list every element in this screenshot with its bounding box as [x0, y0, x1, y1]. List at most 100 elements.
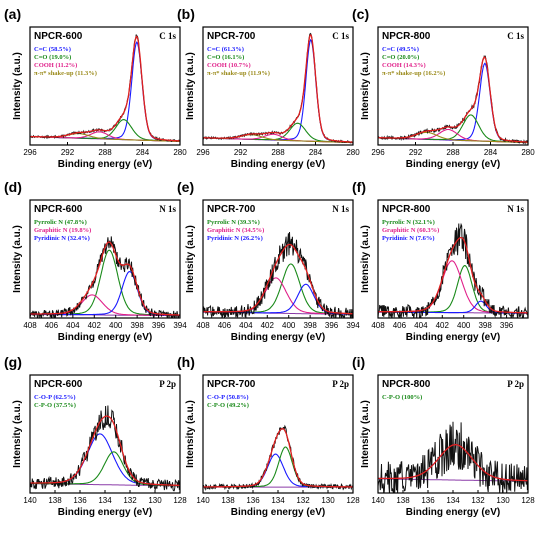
sample-name: NPCR-700 — [207, 204, 256, 215]
x-tick-label: 128 — [521, 496, 535, 505]
x-tick-label: 288 — [446, 148, 460, 157]
fit-envelope — [203, 243, 353, 315]
background-line — [378, 478, 528, 482]
core-level-label: C 1s — [159, 31, 176, 41]
component-peak-3 — [30, 271, 180, 316]
x-tick-label: 296 — [23, 148, 37, 157]
fit-envelope — [30, 241, 180, 316]
x-tick-label: 136 — [421, 496, 435, 505]
component-peak-1 — [378, 265, 528, 314]
plot-area — [203, 424, 353, 492]
legend-entry: Graphitic N (34.5%) — [207, 227, 264, 234]
raw-spectrum — [203, 424, 353, 492]
x-tick-label: 396 — [152, 321, 166, 330]
raw-spectrum — [30, 405, 180, 492]
legend-entry: C-P-O (49.2%) — [207, 402, 249, 409]
x-tick-label: 280 — [173, 148, 187, 157]
y-axis-label: Intensity (a.u.) — [12, 400, 23, 468]
plot-frame — [202, 26, 354, 146]
sample-name: NPCR-800 — [382, 204, 431, 215]
legend-entry: C=C (61.3%) — [207, 46, 244, 53]
x-tick-label: 402 — [88, 321, 102, 330]
x-tick-label: 284 — [136, 148, 150, 157]
x-tick-label: 404 — [66, 321, 80, 330]
x-axis-label: Binding energy (eV) — [406, 159, 500, 170]
panel-label: (f) — [352, 179, 366, 195]
legend-entry: Pyridinic N (7.6%) — [382, 235, 435, 242]
legend-entry: COOH (14.3%) — [382, 62, 426, 69]
legend-entry: COOH (11.2%) — [34, 62, 77, 69]
x-tick-label: 134 — [98, 496, 112, 505]
x-tick-label: 396 — [325, 321, 339, 330]
sample-name: NPCR-700 — [207, 31, 256, 42]
y-axis-label: Intensity (a.u.) — [12, 225, 23, 293]
x-tick-label: 400 — [457, 321, 471, 330]
panel-a: (a) 296 292 288 284 280 Binding energy (eV) Int… — [4, 6, 187, 170]
sample-name: NPCR-700 — [207, 379, 256, 390]
plot-area — [30, 34, 180, 142]
sample-name: NPCR-600 — [34, 204, 83, 215]
legend-entry: π-π* shake-up (11.3%) — [34, 70, 97, 77]
x-tick-label: 288 — [271, 148, 285, 157]
x-tick-label: 408 — [371, 321, 385, 330]
x-tick-label: 406 — [218, 321, 232, 330]
component-peak-1 — [203, 263, 353, 315]
x-tick-label: 140 — [196, 496, 210, 505]
panel-label: (h) — [177, 354, 195, 370]
x-axis-label: Binding energy (eV) — [231, 507, 325, 518]
x-tick-label: 408 — [23, 321, 37, 330]
raw-spectrum — [378, 421, 528, 493]
core-level-label: N 1s — [332, 204, 349, 214]
sample-name: NPCR-600 — [34, 379, 83, 390]
legend-entry: π-π* shake-up (16.2%) — [382, 70, 445, 77]
legend-entry: C=C (58.5%) — [34, 46, 71, 53]
panel-g: (g) 140 138 136 134 132 130 128 Binding energy (… — [4, 354, 187, 518]
x-axis-label: Binding energy (eV) — [231, 332, 325, 343]
x-tick-label: 280 — [521, 148, 535, 157]
legend-entry: Pyridinic N (26.2%) — [207, 235, 263, 242]
x-tick-label: 292 — [409, 148, 423, 157]
x-tick-label: 138 — [396, 496, 410, 505]
x-tick-label: 132 — [123, 496, 137, 505]
x-tick-label: 288 — [98, 148, 112, 157]
y-axis-label: Intensity (a.u.) — [360, 52, 371, 120]
x-tick-label: 130 — [496, 496, 510, 505]
legend-entry: C=C (49.5%) — [382, 46, 419, 53]
core-level-label: P 2p — [159, 379, 176, 389]
core-level-label: N 1s — [507, 204, 524, 214]
legend-entry: Graphitic N (60.3%) — [382, 227, 439, 234]
core-level-label: P 2p — [507, 379, 524, 389]
y-axis-label: Intensity (a.u.) — [185, 225, 196, 293]
x-tick-label: 132 — [296, 496, 310, 505]
sample-name: NPCR-800 — [382, 379, 431, 390]
legend-entry: Pyrrolic N (32.1%) — [382, 219, 435, 226]
x-axis-label: Binding energy (eV) — [58, 332, 152, 343]
panel-b: (b) 296 292 288 284 280 Binding energy (eV) Int… — [177, 6, 360, 170]
x-tick-label: 402 — [436, 321, 450, 330]
x-tick-label: 394 — [346, 321, 360, 330]
legend-entry: C=O (16.1%) — [207, 54, 244, 61]
component-peak-1 — [30, 433, 180, 487]
x-tick-label: 130 — [148, 496, 162, 505]
x-tick-label: 132 — [471, 496, 485, 505]
core-level-label: N 1s — [159, 204, 176, 214]
x-tick-label: 296 — [196, 148, 210, 157]
x-tick-label: 134 — [446, 496, 460, 505]
legend-entry: π-π* shake-up (11.9%) — [207, 70, 270, 77]
panel-label: (a) — [4, 6, 21, 22]
panel-label: (e) — [177, 179, 194, 195]
x-tick-label: 140 — [23, 496, 37, 505]
x-tick-label: 400 — [282, 321, 296, 330]
plot-area — [378, 421, 528, 493]
x-axis-label: Binding energy (eV) — [231, 159, 325, 170]
panel-e: (e) 408 406 404 402 400 398 396 394 Binding energ… — [177, 179, 360, 343]
legend-entry: C=O (20.0%) — [382, 54, 419, 61]
plot-frame — [29, 26, 181, 146]
plot-area — [30, 405, 180, 492]
component-peak-2 — [203, 446, 353, 488]
component-peak-1 — [203, 453, 353, 488]
x-tick-label: 140 — [371, 496, 385, 505]
plot-area — [378, 222, 528, 318]
